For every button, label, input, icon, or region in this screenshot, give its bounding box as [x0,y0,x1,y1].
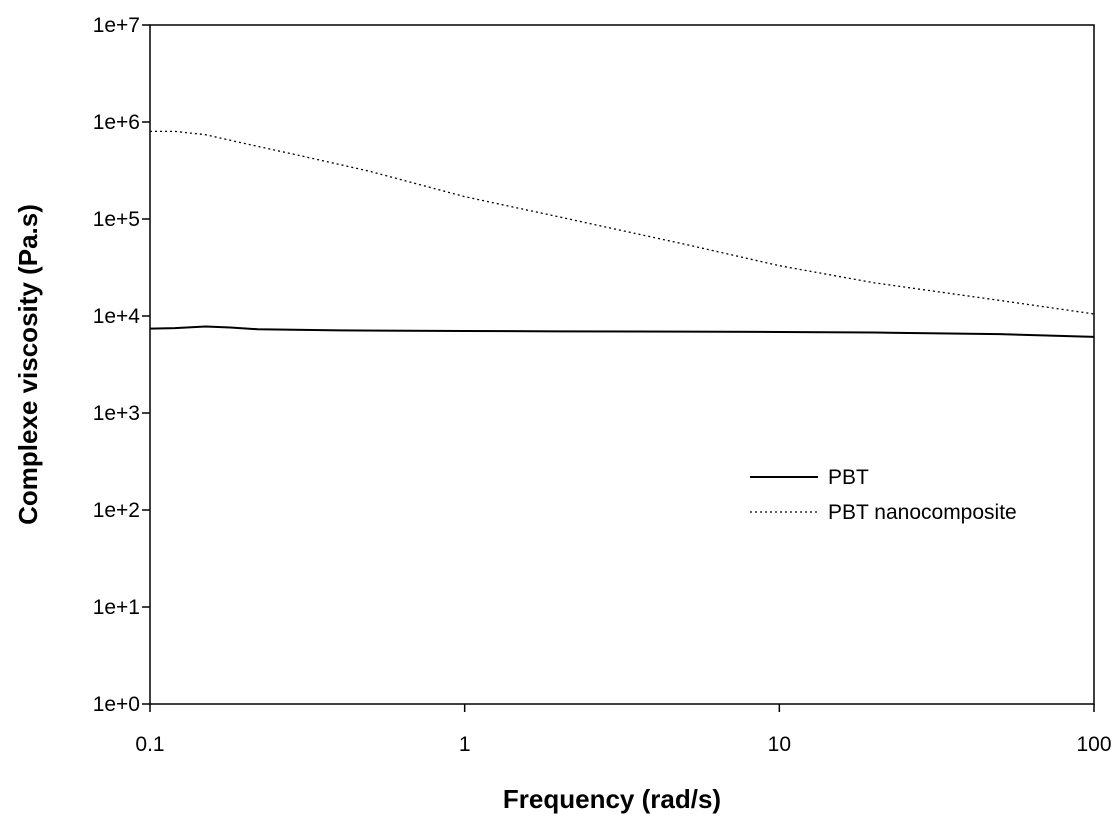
legend: PBT PBT nanocomposite [750,466,1017,524]
y-tick-label: 1e+3 [93,402,140,425]
y-tick-label: 1e+4 [93,305,141,328]
y-tick-label: 1e+2 [93,499,140,522]
y-tick-label: 1e+7 [93,14,140,37]
x-tick-label: 10 [768,733,791,756]
x-tick-label: 1 [459,733,471,756]
series-line-2 [150,130,1095,315]
y-axis-title: Complexe viscosity (Pa.s) [13,204,43,525]
y-tick-label: 1e+0 [93,693,140,716]
legend-label-2: PBT nanocomposite [828,501,1017,524]
legend-label-1: PBT [828,466,869,489]
y-tick-label: 1e+6 [93,111,140,134]
series-line-1 [149,325,1095,338]
plot-area-frame [149,24,1095,705]
y-tick-label: 1e+5 [93,208,140,231]
series-layer [149,130,1095,338]
ticks-layer: 1e+0 1e+1 1e+2 1e+3 1e+4 1e+5 1e+6 1e+7 0.1 1 10 10… [93,14,1112,756]
x-tick-label: 100 [1076,733,1111,756]
x-tick-label: 0.1 [135,733,164,756]
y-tick-label: 1e+1 [93,596,140,619]
x-axis-title: Frequency (rad/s) [503,784,721,814]
